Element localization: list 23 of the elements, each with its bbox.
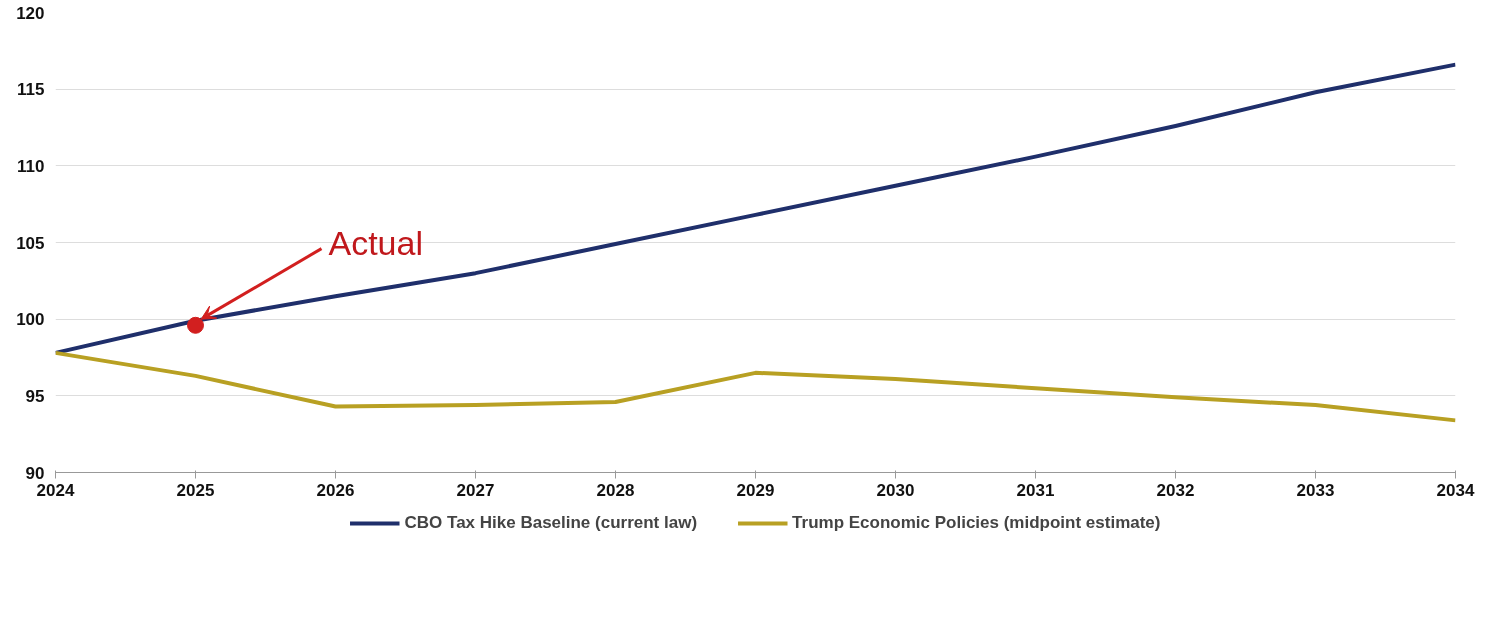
line-series <box>55 62 1456 355</box>
y-tick-label: 115 <box>17 80 45 100</box>
annotation: Actual <box>328 223 423 262</box>
x-tick-label: 2030 <box>876 480 915 500</box>
x-tick-label: 2033 <box>1296 480 1335 500</box>
x-tick-label: 2031 <box>1016 480 1055 500</box>
y-tick-label: 105 <box>16 233 45 253</box>
x-tick-label: 2025 <box>176 480 215 500</box>
y-tick-label: 90 <box>25 463 45 483</box>
legend-label: CBO Tax Hike Baseline (current law) <box>404 513 698 533</box>
y-tick-label: 95 <box>25 386 45 406</box>
x-tick-label: 2026 <box>316 480 355 500</box>
y-tick-label: 120 <box>16 3 45 23</box>
line-series <box>55 350 1456 423</box>
x-tick-label: 2027 <box>456 480 495 500</box>
y-tick-label: 110 <box>17 156 45 176</box>
x-tick-label: 2028 <box>596 480 635 500</box>
y-tick-label: 100 <box>16 310 45 330</box>
x-tick-label: 2029 <box>736 480 775 500</box>
x-tick-label: 2034 <box>1436 480 1475 500</box>
x-tick-label: 2024 <box>36 480 75 500</box>
x-tick-label: 2032 <box>1156 480 1195 500</box>
legend-label: Trump Economic Policies (midpoint estimate) <box>792 513 1161 533</box>
